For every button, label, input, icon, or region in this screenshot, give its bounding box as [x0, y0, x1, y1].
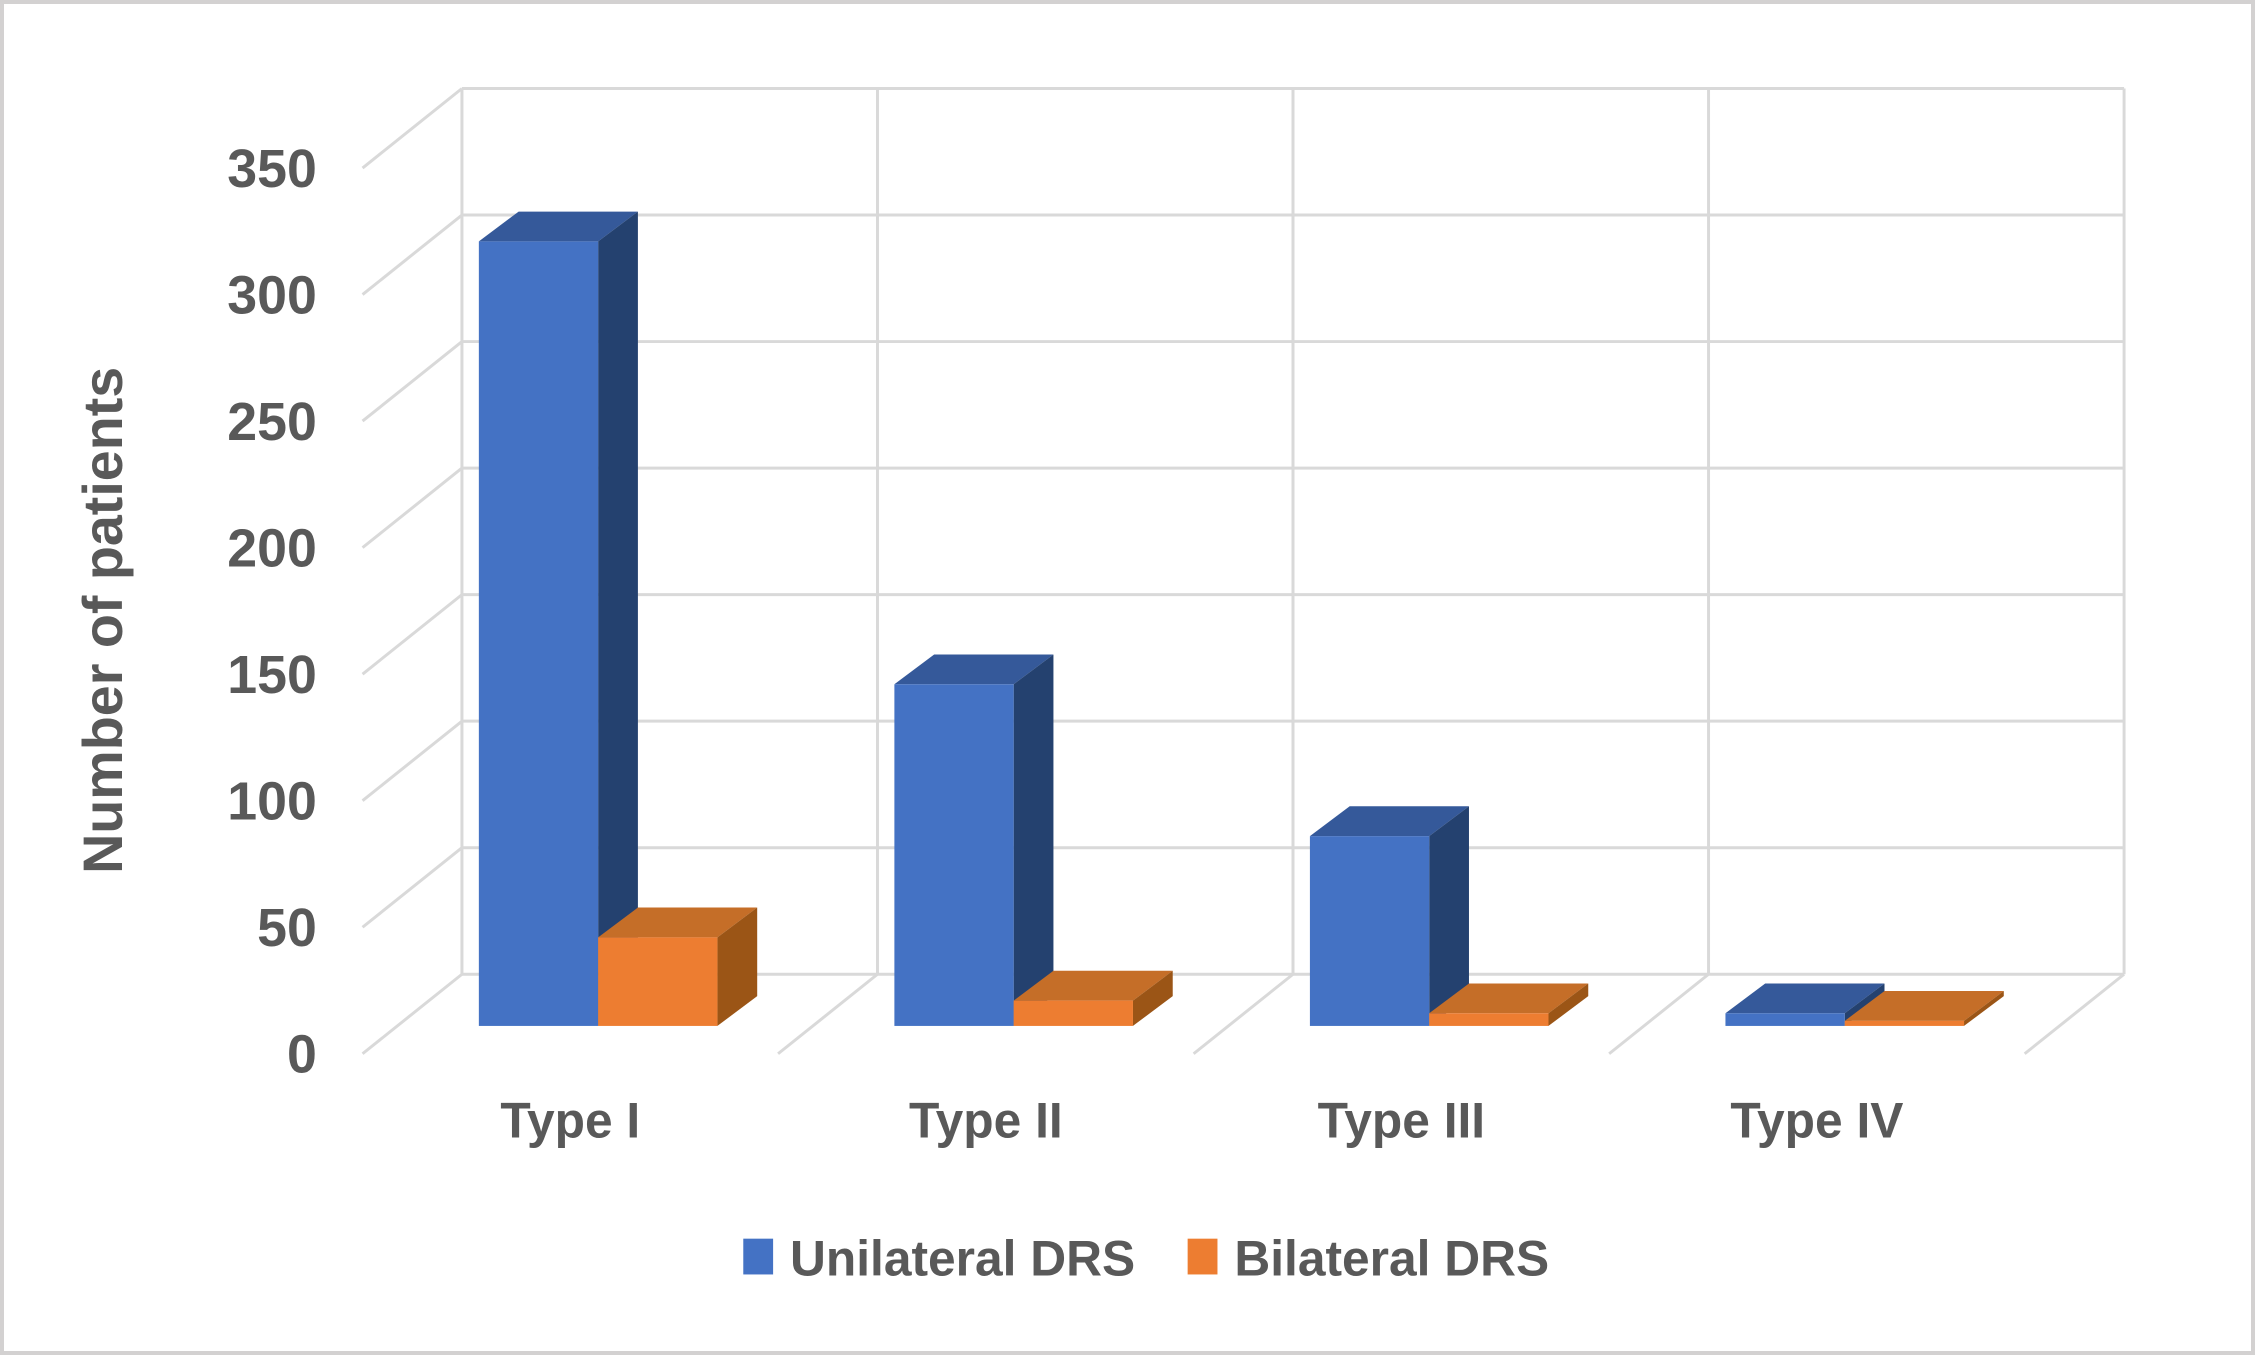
legend-item-unilateral: Unilateral DRS	[743, 1230, 1135, 1286]
y-tick-depth-line	[361, 213, 463, 296]
y-tick-label: 100	[227, 772, 317, 832]
y-tick-depth-line	[361, 466, 463, 549]
bar-type-iii-bilateral-front-face	[1429, 1013, 1549, 1026]
y-tick-depth-line	[361, 593, 463, 676]
x-axis-category-labels: Type I Type II Type III Type IV	[500, 1092, 1903, 1148]
bar-type-i-unilateral-top-face	[478, 211, 638, 242]
bar-type-iii-unilateral-front-face	[1309, 836, 1430, 1026]
bar-type-ii-unilateral-front-face	[894, 684, 1014, 1026]
bar-type-i-bilateral-front-face	[598, 937, 718, 1026]
x-category-label: Type III	[1318, 1092, 1486, 1148]
legend-label-unilateral: Unilateral DRS	[790, 1230, 1135, 1286]
bar-type-iii-unilateral-side-face	[1429, 806, 1469, 1026]
bar-type-iv-bilateral-front-face	[1844, 1020, 1965, 1026]
y-tick-label: 300	[227, 265, 317, 325]
bar-type-i-unilateral-front-face	[478, 241, 599, 1026]
y-tick-label: 50	[257, 898, 317, 958]
legend-swatch-unilateral-icon	[743, 1238, 774, 1275]
y-tick-depth-line	[361, 340, 463, 423]
legend-item-bilateral: Bilateral DRS	[1187, 1230, 1549, 1286]
bar-type-ii-bilateral-top-face	[1013, 970, 1173, 1001]
bar-type-i-unilateral	[478, 211, 638, 1026]
bar-type-iv-unilateral-top-face	[1725, 983, 1885, 1014]
floor-separator-line	[1608, 973, 1710, 1055]
bar-type-i-bilateral	[598, 907, 758, 1026]
y-axis-title: Number of patients	[72, 367, 134, 874]
legend: Unilateral DRS Bilateral DRS	[743, 1230, 1549, 1286]
bar-type-ii-bilateral	[1013, 970, 1173, 1026]
bar-type-iv-bilateral-side-face	[1964, 991, 2004, 1026]
bar-type-ii-bilateral-side-face	[1132, 970, 1173, 1026]
bar-type-ii-bilateral-front-face	[1013, 1000, 1133, 1026]
y-tick-label: 0	[287, 1025, 317, 1085]
y-tick-label: 150	[227, 645, 317, 705]
bars	[478, 211, 2004, 1026]
bar-type-iii-unilateral	[1309, 806, 1469, 1026]
plot-walls	[361, 87, 2126, 1055]
bar-type-iii-bilateral	[1429, 983, 1589, 1026]
x-category-label: Type IV	[1730, 1092, 1903, 1148]
bar-type-i-unilateral-side-face	[598, 211, 638, 1026]
floor-separator-line	[777, 973, 879, 1055]
bar-type-iii-bilateral-top-face	[1429, 983, 1589, 1014]
bar-type-ii-unilateral-side-face	[1013, 654, 1054, 1026]
bar-type-iv-bilateral-top-face	[1844, 991, 2004, 1021]
bar-type-iv-bilateral	[1844, 991, 2004, 1026]
y-tick-depth-line	[361, 846, 463, 929]
y-tick-depth-line	[361, 87, 463, 170]
x-category-label: Type II	[909, 1092, 1063, 1148]
legend-label-bilateral: Bilateral DRS	[1234, 1230, 1549, 1286]
bar-type-i-bilateral-side-face	[717, 907, 758, 1026]
floor-separator-line	[1192, 973, 1294, 1055]
y-tick-depth-line	[361, 973, 463, 1055]
bar-type-iii-bilateral-side-face	[1548, 983, 1589, 1026]
y-tick-label: 350	[227, 139, 317, 199]
x-category-label: Type I	[500, 1092, 640, 1148]
y-tick-label: 250	[227, 392, 317, 452]
y-tick-depth-line	[361, 720, 463, 802]
y-tick-label: 200	[227, 519, 317, 579]
legend-swatch-bilateral-icon	[1187, 1238, 1218, 1275]
y-axis-tick-labels: 0 50 100 150 200 250 300 350	[227, 139, 317, 1085]
floor-separator-line	[2023, 973, 2126, 1055]
bar-type-ii-unilateral-top-face	[894, 654, 1054, 685]
bar-type-ii-unilateral	[894, 654, 1054, 1026]
bar-type-iii-unilateral-top-face	[1309, 806, 1469, 837]
bar-type-iv-unilateral-front-face	[1725, 1013, 1845, 1026]
bar-type-i-bilateral-top-face	[598, 907, 758, 938]
